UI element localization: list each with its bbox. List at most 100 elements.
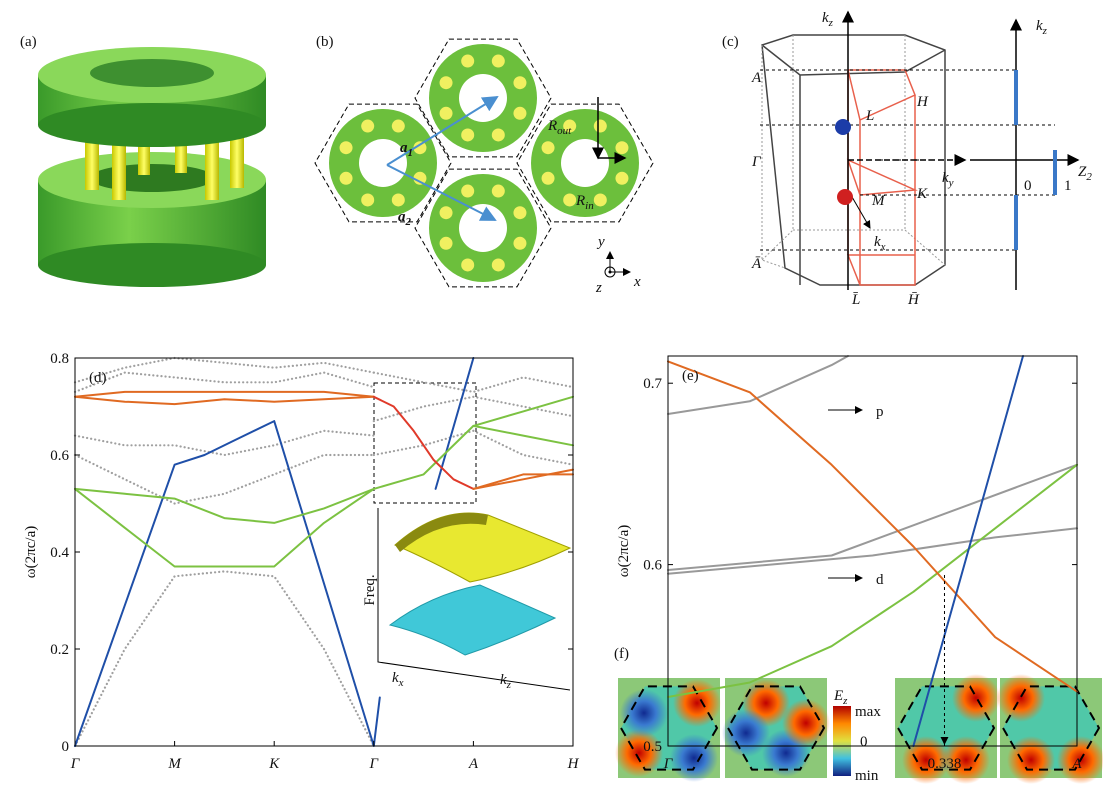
panel-label: (e) [682, 368, 699, 384]
rod [361, 120, 374, 133]
field-blob [782, 699, 830, 747]
axis-label: y [596, 234, 605, 250]
colorbar [833, 706, 851, 776]
dotted-band [75, 455, 374, 504]
rod [461, 258, 474, 271]
rod [563, 193, 576, 206]
point-label: H [916, 94, 929, 110]
field-blob [722, 709, 770, 757]
band [75, 392, 374, 397]
rod [542, 141, 555, 154]
rod [615, 141, 628, 154]
y-tick-label: 0.7 [643, 376, 662, 392]
axis-label: kz [1036, 18, 1048, 37]
field-blob [997, 674, 1045, 722]
hole [459, 74, 507, 122]
unit-cell-3d [38, 47, 266, 287]
rod [594, 193, 607, 206]
band [668, 361, 1077, 691]
colorbar-label: max [855, 704, 881, 720]
rod [361, 193, 374, 206]
point-label: L [865, 108, 874, 124]
band [668, 356, 848, 414]
axis-label: z [595, 280, 602, 296]
y-tick-label: 0.6 [643, 558, 662, 574]
x-tick-label: Γ [369, 756, 380, 772]
annotation: p [876, 404, 884, 420]
field-blob [670, 734, 718, 782]
rod [461, 55, 474, 68]
axis-label: kz [822, 10, 834, 29]
point-label: A [751, 70, 762, 86]
point-label: L̄ [851, 292, 860, 308]
inset-axis-label: kz [500, 672, 512, 691]
dotted-band [374, 431, 573, 465]
x-tick-label: Γ [663, 756, 674, 772]
band [75, 397, 374, 404]
field-blob [620, 689, 668, 737]
rod [542, 172, 555, 185]
panel-label: (d) [89, 370, 107, 386]
rod [461, 128, 474, 141]
y-tick-label: 0.6 [50, 448, 69, 464]
axis-label: ky [942, 170, 954, 189]
dotted-band [75, 431, 374, 455]
x-tick-label: Γ [70, 756, 81, 772]
rod [392, 193, 405, 206]
rod [615, 172, 628, 185]
rod [440, 237, 453, 250]
axis-label: x [633, 274, 641, 290]
colorbar-title: Ez [833, 688, 848, 707]
band [668, 528, 1077, 573]
band [473, 426, 573, 445]
y-tick-label: 0 [62, 739, 70, 755]
rod [492, 55, 505, 68]
y-tick-label: 0.8 [50, 351, 69, 367]
x-tick-label: A [1071, 756, 1082, 772]
colorbar-label: min [855, 768, 879, 784]
y-tick-label: 0.5 [643, 739, 662, 755]
rod [513, 237, 526, 250]
point-label: M [871, 193, 886, 209]
y-axis-label: ω(2πc/a) [23, 526, 39, 578]
x-tick-label: M [167, 756, 182, 772]
y-tick-label: 0.2 [50, 642, 69, 658]
x-tick-label: K [268, 756, 280, 772]
vector-label: a2 [398, 209, 412, 228]
x-tick-label: 0.338 [928, 756, 962, 772]
rod [340, 141, 353, 154]
hole [459, 204, 507, 252]
dotted-band [75, 373, 374, 392]
colorbar-label: 0 [860, 734, 868, 750]
dotted-band [75, 358, 374, 382]
field-blob [1007, 736, 1055, 784]
rod [340, 172, 353, 185]
point-label: Γ [751, 154, 762, 170]
rod [492, 128, 505, 141]
rod [594, 120, 607, 133]
inset-axis-label: kx [392, 670, 404, 689]
brillouin-zone [760, 12, 1078, 290]
rod [492, 258, 505, 271]
point-label: H̄ [907, 292, 920, 308]
x-tick-label: H [567, 756, 580, 772]
point-label: K [916, 186, 928, 202]
rod [440, 107, 453, 120]
panel-label: (a) [20, 34, 37, 50]
rod [513, 206, 526, 219]
field-blob [952, 674, 1000, 722]
band [473, 470, 573, 489]
rod [440, 206, 453, 219]
axis-tick: 1 [1064, 178, 1072, 194]
inset-axis-label: Freq. [362, 574, 378, 605]
rod [392, 120, 405, 133]
annotation: d [876, 572, 884, 588]
band [75, 489, 374, 567]
figure: (a) (b) a1 a2 Rout Rin y x z (c) kz A L … [0, 0, 1103, 788]
panel-label: (b) [316, 34, 334, 50]
rod [461, 185, 474, 198]
rod [492, 185, 505, 198]
band [668, 465, 1077, 697]
axis-label: Z2 [1078, 164, 1092, 183]
panel-label: (c) [722, 34, 739, 50]
